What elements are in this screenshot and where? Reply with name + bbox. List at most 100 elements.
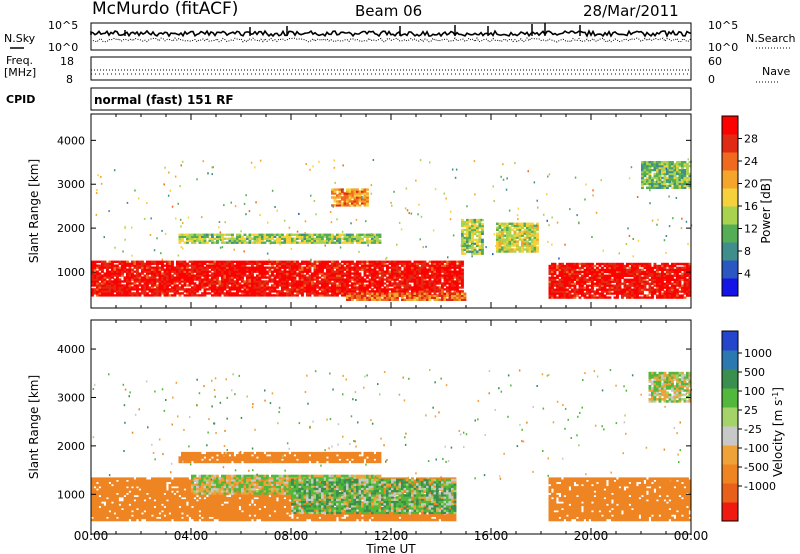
heatmap-cell <box>226 278 229 281</box>
heatmap-cell <box>156 294 159 297</box>
heatmap-cell <box>406 294 409 297</box>
heatmap-cell <box>468 250 472 253</box>
heatmap-cell <box>358 200 362 203</box>
heatmap-cell <box>413 274 417 277</box>
heatmap-cell <box>653 266 657 270</box>
heatmap-cell <box>348 200 352 203</box>
heatmap-cell <box>191 272 194 275</box>
heatmap-cell <box>93 479 97 483</box>
heatmap-cell <box>646 178 649 182</box>
heatmap-cell <box>623 268 627 272</box>
heatmap-cell <box>686 266 689 270</box>
heatmap-cell <box>456 296 459 299</box>
heatmap-cell <box>153 270 157 273</box>
heatmap-cell <box>363 235 367 238</box>
heatmap-cell <box>321 262 324 265</box>
heatmap-cell <box>598 282 602 285</box>
heatmap-cell <box>578 268 582 272</box>
heatmap-cell <box>181 266 184 269</box>
heatmap-cell <box>411 274 414 277</box>
heatmap-cell <box>93 266 97 269</box>
heatmap-cell <box>343 198 347 201</box>
heatmap-cell <box>386 296 389 299</box>
heatmap-cell <box>268 237 272 240</box>
heatmap-cell <box>301 292 304 295</box>
heatmap-cell <box>366 241 369 244</box>
heatmap-cell <box>666 162 669 166</box>
heatmap-cell <box>226 264 229 267</box>
heatmap-cell <box>388 278 392 281</box>
heatmap-cell <box>646 264 649 268</box>
heatmap-cell <box>416 294 419 297</box>
heatmap-cell <box>506 242 509 245</box>
heatmap-cell <box>353 272 357 275</box>
heatmap-cell <box>238 260 242 263</box>
heatmap-cell <box>341 192 344 195</box>
heatmap-cell <box>378 288 382 291</box>
scatter-echo <box>274 206 276 208</box>
heatmap-cell <box>618 278 622 281</box>
scatter-echo <box>665 167 668 170</box>
heatmap-cell <box>198 237 202 240</box>
heatmap-cell <box>118 286 122 289</box>
heatmap-cell <box>188 282 192 285</box>
heatmap-cell <box>336 262 339 265</box>
heatmap-cell <box>586 272 589 276</box>
heatmap-cell <box>663 182 667 186</box>
heatmap-cell <box>496 250 499 253</box>
heatmap-cell <box>623 266 627 270</box>
heatmap-cell <box>376 296 379 299</box>
heatmap-cell <box>333 270 337 273</box>
heatmap-cell <box>456 280 459 283</box>
heatmap-cell <box>238 286 242 289</box>
scatter-echo <box>96 189 98 191</box>
heatmap-cell <box>646 266 649 270</box>
heatmap-cell <box>248 262 252 265</box>
heatmap-cell <box>238 264 242 267</box>
heatmap-cell <box>93 497 97 500</box>
noise-tick-left-bottom: 10^0 <box>48 41 78 54</box>
heatmap-cell <box>328 233 332 236</box>
heatmap-cell <box>603 280 607 283</box>
heatmap-cell <box>153 260 157 263</box>
heatmap-cell <box>591 278 594 281</box>
heatmap-cell <box>638 272 642 276</box>
heatmap-cell <box>373 286 377 289</box>
heatmap-cell <box>338 196 342 199</box>
heatmap-cell <box>333 272 337 275</box>
heatmap-cell <box>681 296 684 299</box>
heatmap-cell <box>558 278 562 281</box>
heatmap-cell <box>328 260 332 263</box>
heatmap-cell <box>101 270 104 273</box>
heatmap-cell <box>363 262 367 265</box>
heatmap-cell <box>533 230 537 233</box>
heatmap-cell <box>416 282 419 285</box>
heatmap-cell <box>223 294 227 297</box>
heatmap-cell <box>473 250 477 253</box>
heatmap-cell <box>361 288 364 291</box>
heatmap-cell <box>368 262 372 265</box>
heatmap-cell <box>246 280 249 283</box>
heatmap-cell <box>153 292 157 295</box>
heatmap-cell <box>298 241 302 244</box>
scatter-echo <box>533 181 536 184</box>
scatter-echo <box>429 161 431 164</box>
heatmap-cell <box>373 260 377 263</box>
heatmap-cell <box>686 262 689 266</box>
heatmap-cell <box>426 270 429 273</box>
heatmap-cell <box>106 290 109 293</box>
heatmap-cell <box>196 276 199 279</box>
heatmap-cell <box>296 241 299 244</box>
heatmap-cell <box>456 294 459 297</box>
heatmap-cell <box>678 186 682 189</box>
heatmap-cell <box>511 236 514 239</box>
heatmap-cell <box>141 264 144 267</box>
heatmap-cell <box>468 218 472 222</box>
heatmap-cell <box>116 292 119 295</box>
heatmap-cell <box>663 172 667 176</box>
heatmap-cell <box>128 278 132 281</box>
heatmap-cell <box>568 278 572 281</box>
heatmap-cell <box>163 288 167 291</box>
heatmap-cell <box>658 184 662 188</box>
heatmap-cell <box>166 280 169 283</box>
